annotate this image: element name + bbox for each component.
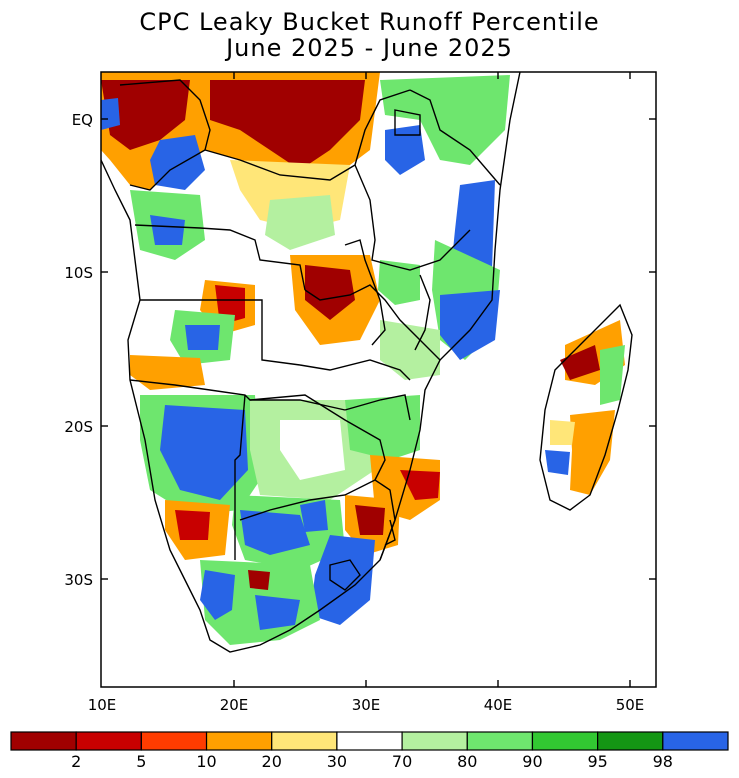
colorbar-swatch: [466, 731, 534, 751]
colorbar-label: 10: [196, 752, 216, 771]
x-axis: [233, 72, 631, 687]
colorbar-label: 95: [587, 752, 607, 771]
y-tick-label-30s: 30S: [64, 571, 93, 589]
colorbar-swatch: [75, 731, 142, 751]
colorbar-label: 5: [136, 752, 146, 771]
colorbar-swatch: [597, 731, 664, 751]
anomaly-patches: [101, 72, 510, 645]
colorbar-swatch: [205, 731, 273, 751]
y-axis: [101, 118, 656, 580]
colorbar-swatch: [10, 731, 77, 751]
x-tick-label-10e: 10E: [88, 696, 117, 714]
y-tick-label-eq: EQ: [72, 111, 93, 129]
colorbar-swatch: [336, 731, 403, 751]
colorbar-label: 90: [522, 752, 542, 771]
colorbar-label: 80: [457, 752, 477, 771]
chart-subtitle: June 2025 - June 2025: [226, 34, 513, 62]
x-tick-label-50e: 50E: [616, 696, 645, 714]
x-tick-label-30e: 30E: [352, 696, 381, 714]
x-tick-label-20e: 20E: [220, 696, 249, 714]
y-tick-label-10s: 10S: [64, 264, 93, 282]
chart-title: CPC Leaky Bucket Runoff Percentile: [139, 8, 600, 36]
colorbar-label: 98: [653, 752, 673, 771]
colorbar-label: 70: [392, 752, 412, 771]
country-borders: [101, 72, 521, 653]
colorbar-label: 2: [71, 752, 81, 771]
y-tick-label-20s: 20S: [64, 418, 93, 436]
colorbar: 2 5 10 20 30 70 80 90 95 98: [10, 731, 729, 771]
map-plot-area: [101, 72, 656, 687]
colorbar-swatch: [140, 731, 208, 751]
colorbar-swatch: [271, 731, 338, 751]
colorbar-swatch: [531, 731, 599, 751]
colorbar-label: 30: [327, 752, 347, 771]
x-tick-label-40e: 40E: [484, 696, 513, 714]
colorbar-swatch: [401, 731, 468, 751]
colorbar-swatch: [662, 731, 729, 751]
colorbar-label: 20: [262, 752, 282, 771]
map-frame: [100, 71, 657, 688]
